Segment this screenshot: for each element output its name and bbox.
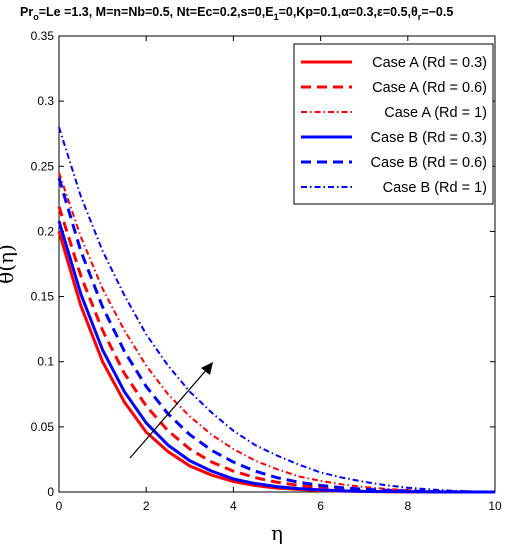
x-tick-label: 8 <box>404 499 411 513</box>
legend-label-6: Case B (Rd = 1) <box>383 180 487 196</box>
x-tick-label: 0 <box>56 499 63 513</box>
y-tick-label: 0.05 <box>31 420 55 434</box>
series-line-5 <box>57 177 496 494</box>
y-tick-label: 0.15 <box>31 290 55 304</box>
y-tick-label: 0.2 <box>37 224 54 238</box>
y-tick-label: 0.1 <box>37 355 54 369</box>
x-tick-label: 4 <box>230 499 237 513</box>
legend-label-3: Case A (Rd = 1) <box>384 105 487 121</box>
x-tick-label: 2 <box>143 499 150 513</box>
axis-ticks: 0 2 4 6 8 10 0 0.05 0.1 0.15 0.2 0.25 0.3 0.35 <box>31 29 502 513</box>
x-axis-label: η <box>271 521 283 545</box>
legend-label-5: Case B (Rd = 0.6) <box>371 155 487 171</box>
increase-arrow <box>129 362 213 459</box>
x-tick-label: 10 <box>488 499 502 513</box>
legend-label-1: Case A (Rd = 0.3) <box>372 55 487 71</box>
y-tick-label: 0.35 <box>31 29 55 43</box>
plot-frame <box>58 35 496 493</box>
legend: Case A (Rd = 0.3) Case A (Rd = 0.6) Case A… <box>293 43 494 205</box>
legend-label-2: Case A (Rd = 0.6) <box>372 80 487 96</box>
chart-title: Pro=Le =1.3, M=n=Nb=0.5, Nt=Ec=0.2,s=0,E… <box>20 5 453 22</box>
series-line-3 <box>58 172 496 493</box>
y-axis-label: θ(η) <box>0 244 18 284</box>
legend-label-4: Case B (Rd = 0.3) <box>371 130 487 146</box>
series-group <box>57 126 496 494</box>
series-line-1 <box>57 231 496 494</box>
legend-box <box>293 43 494 205</box>
series-line-6 <box>58 126 496 493</box>
y-tick-label: 0.3 <box>37 94 54 108</box>
y-tick-label: 0.25 <box>31 159 55 173</box>
y-tick-label: 0 <box>47 485 54 499</box>
x-tick-label: 6 <box>317 499 324 513</box>
series-line-4 <box>57 220 496 494</box>
